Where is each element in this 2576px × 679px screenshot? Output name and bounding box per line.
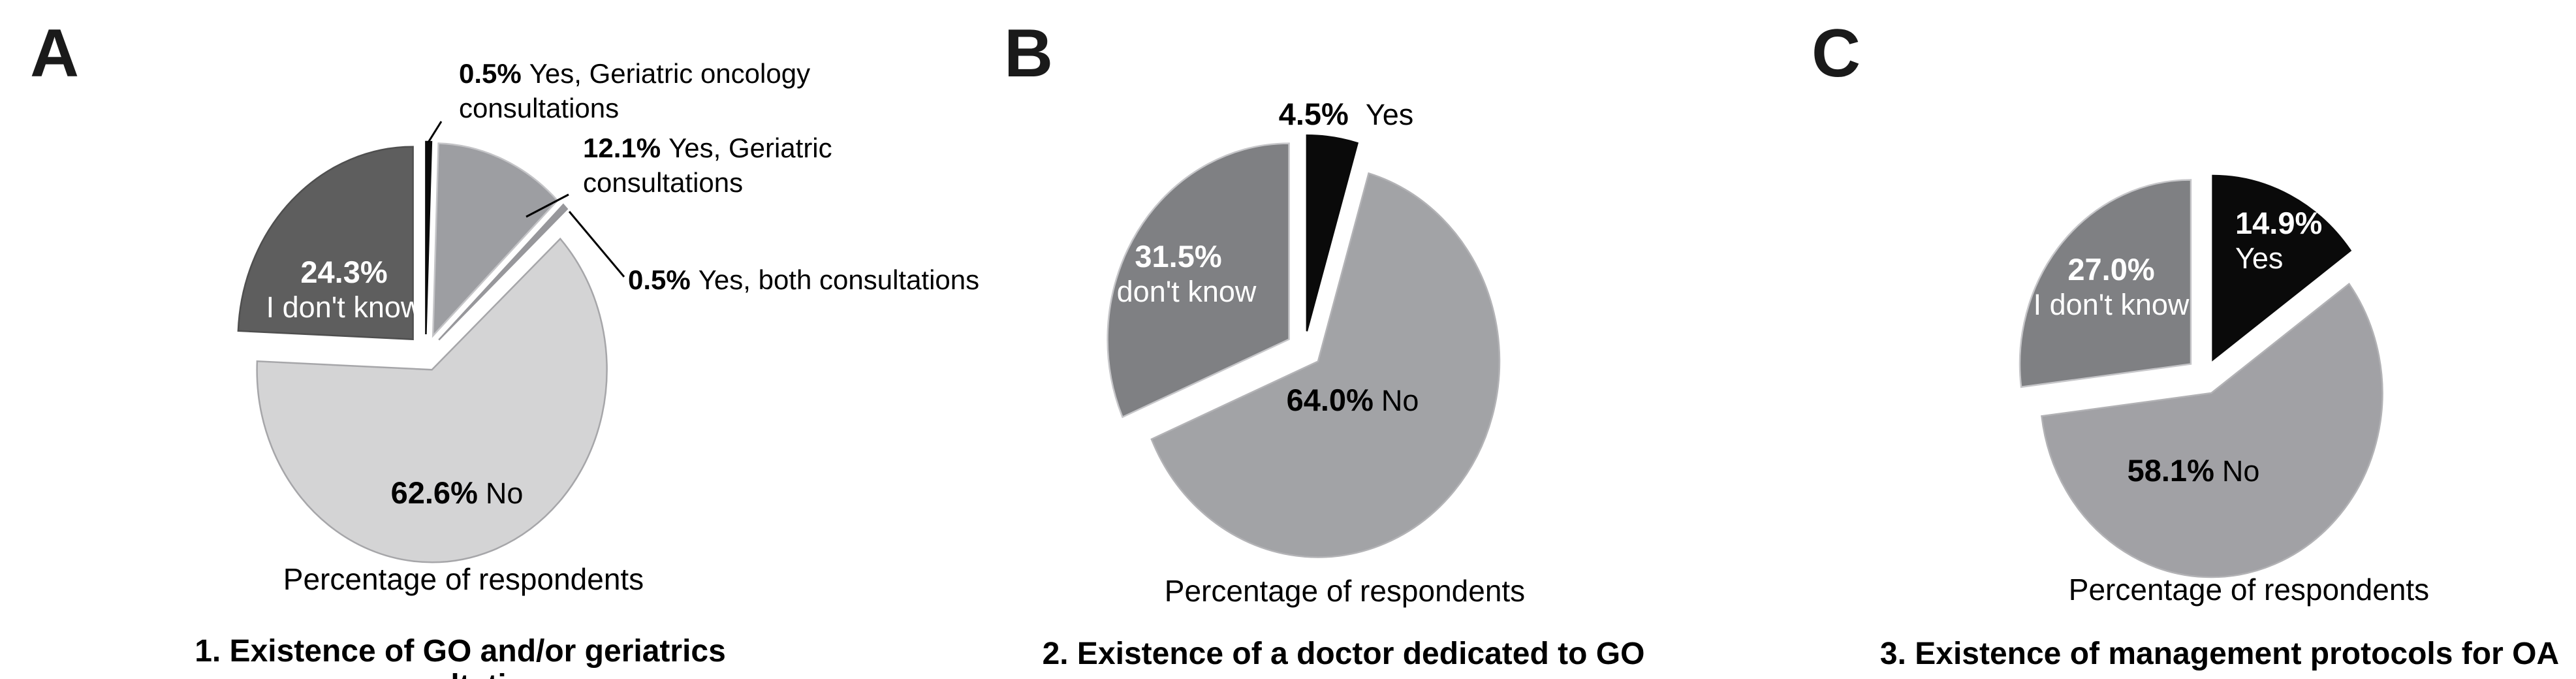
slice-label-b-0: 4.5% Yes — [1279, 97, 1414, 133]
slice-label-pct: 27.0% — [2067, 252, 2155, 287]
pie-slice-c-2 — [2018, 179, 2192, 388]
slice-label-name: No — [2222, 454, 2260, 488]
panel-letter-c: C — [1812, 16, 1861, 91]
leader-line-a-2 — [568, 211, 625, 277]
pie-slice-a-1 — [432, 142, 559, 338]
callout-label-a-2: 0.5% Yes, both consultations — [628, 262, 979, 297]
axis-caption-a: Percentage of respondents — [283, 562, 644, 596]
slice-label-pct: 4.5% — [1278, 97, 1349, 131]
callout-name: Yes, Geriatric oncology consultations — [459, 58, 811, 123]
slice-label-pct: 58.1% — [2127, 453, 2214, 488]
callout-label-a-0: 0.5% Yes, Geriatric oncology consultation… — [459, 56, 810, 125]
axis-caption-c: Percentage of respondents — [2068, 573, 2430, 607]
pie-slice-c-0 — [2212, 174, 2352, 362]
slice-label-a-1: 62.6% No — [391, 475, 524, 511]
leader-line-a-0 — [427, 121, 443, 143]
slice-label-name: I don't know — [2033, 288, 2190, 321]
slice-label-name: I don't know — [266, 291, 422, 324]
slice-label-name: Yes — [1365, 98, 1414, 131]
slice-label-a-0: 24.3% I don't know — [266, 255, 422, 325]
pie-slice-a-2 — [438, 203, 569, 341]
slice-label-pct: 64.0% — [1286, 383, 1374, 417]
leader-line-a-1 — [526, 193, 569, 218]
pie-slice-b-2 — [1107, 142, 1290, 418]
panel-letter-a: A — [30, 16, 80, 91]
pie-slice-a-4 — [237, 146, 414, 341]
chart-title-c: 3. Existence of management protocols for… — [1879, 637, 2560, 671]
slice-label-name: I don't know — [1100, 275, 1257, 308]
callout-label-a-1: 12.1% Yes, Geriatric consultations — [583, 131, 832, 200]
pie-slice-b-0 — [1306, 134, 1359, 332]
panel-letter-b: B — [1004, 16, 1054, 91]
slice-label-b-1: 31.5% I don't know — [1101, 239, 1257, 309]
callout-pct: 12.1% — [583, 133, 661, 163]
slice-label-pct: 62.6% — [390, 475, 478, 510]
pie-slice-c-1 — [2041, 282, 2383, 578]
slice-label-b-2: 64.0% No — [1287, 383, 1419, 418]
slice-label-name: Yes — [2235, 242, 2284, 275]
slice-label-name: No — [485, 477, 524, 510]
pie-slice-b-1 — [1150, 172, 1501, 558]
callout-name: Yes, both consultations — [698, 264, 980, 295]
callout-pct: 0.5% — [459, 58, 522, 89]
slice-label-c-0: 14.9% Yes — [2235, 206, 2322, 276]
pie-slice-a-3 — [256, 237, 608, 563]
chart-title-a: 1. Existence of GO and/or geriatrics con… — [195, 634, 726, 679]
pie-slice-a-0 — [425, 140, 433, 335]
callout-name: Yes, Geriatric consultations — [583, 133, 832, 198]
slice-label-pct: 14.9% — [2235, 206, 2323, 240]
slice-label-name: No — [1381, 384, 1419, 417]
axis-caption-b: Percentage of respondents — [1164, 574, 1526, 608]
slice-label-c-2: 58.1% No — [2128, 453, 2260, 489]
callout-pct: 0.5% — [628, 264, 691, 295]
chart-title-b: 2. Existence of a doctor dedicated to GO — [1042, 637, 1645, 671]
slice-label-c-1: 27.0% I don't know — [2034, 252, 2190, 323]
slice-label-pct: 24.3% — [300, 255, 388, 289]
slice-label-pct: 31.5% — [1135, 239, 1222, 274]
